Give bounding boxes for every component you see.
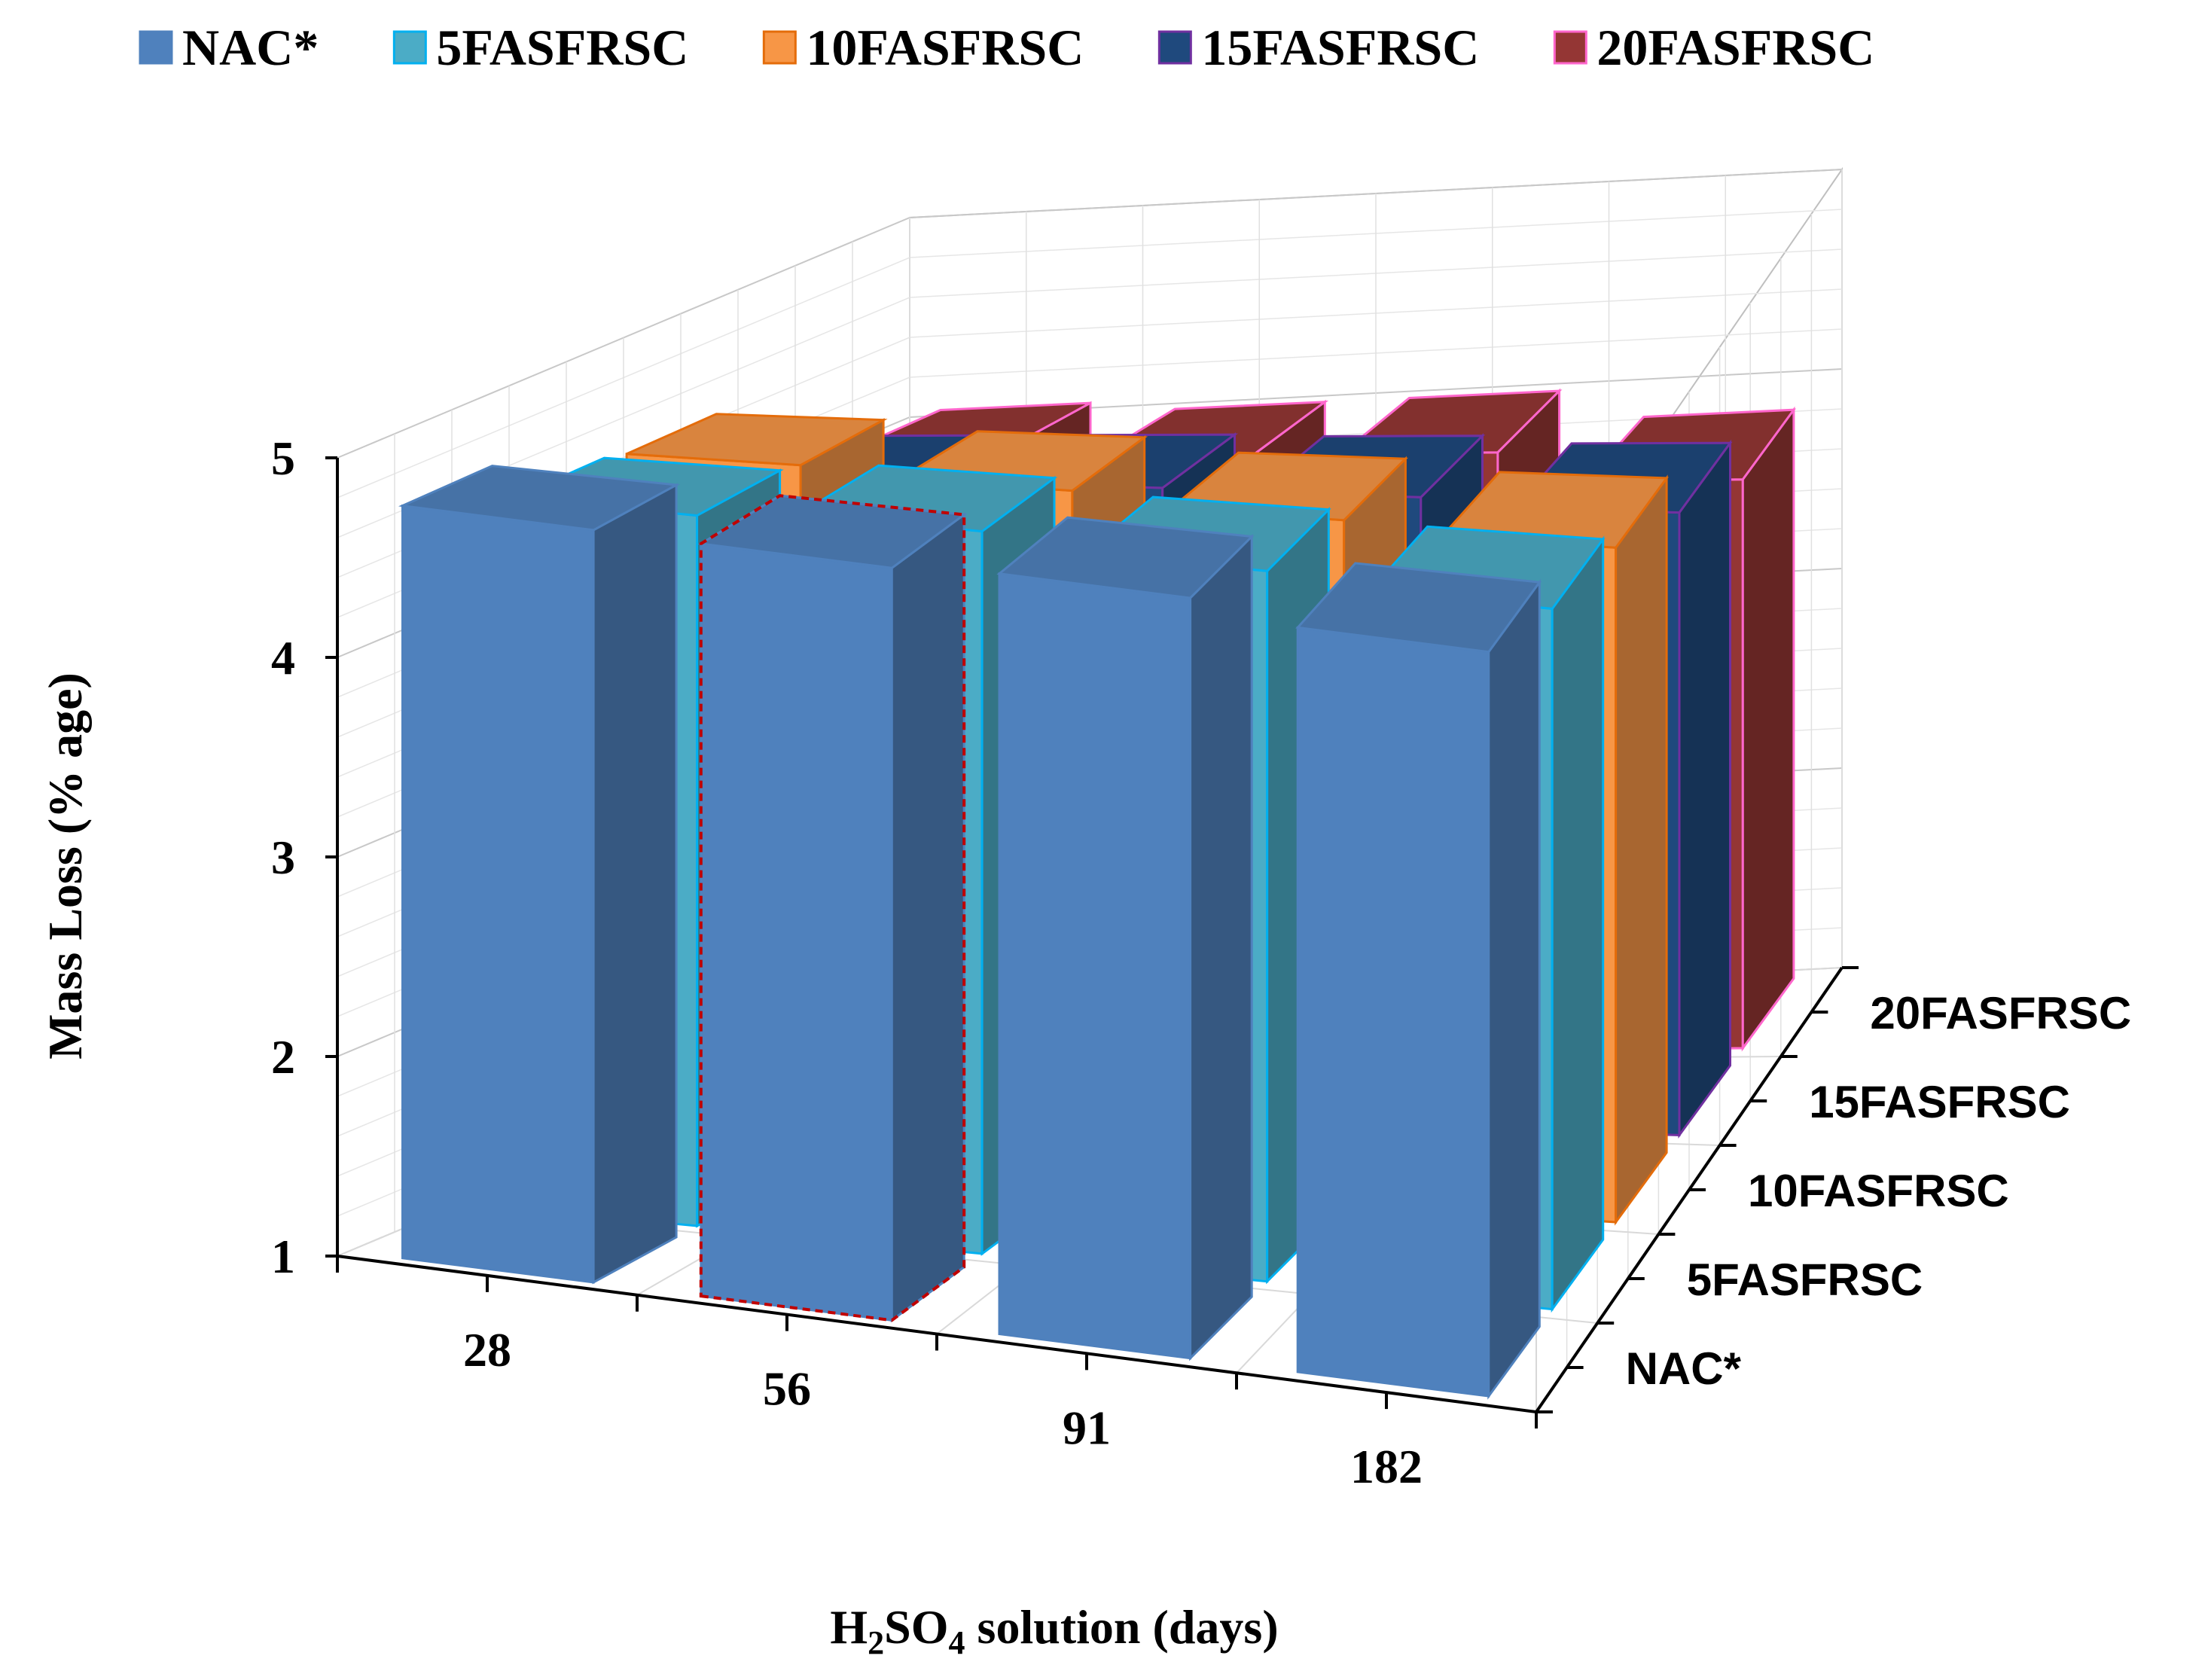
y-tick-label: 3 xyxy=(271,831,295,884)
legend: NAC* 5FASFRSC 10FASFRSC 15FASFRSC 20FASFRSC xyxy=(139,19,1874,76)
legend-item: 10FASFRSC xyxy=(762,19,1084,76)
bar-side-face xyxy=(592,483,678,1285)
bar-NAC*-28 xyxy=(398,465,681,1285)
x-axis-label: H2SO4 solution (days) xyxy=(830,1600,1278,1661)
legend-swatch xyxy=(762,30,797,65)
depth-tick-label: 15FASFRSC xyxy=(1809,1077,2070,1127)
bar-side-face xyxy=(1189,533,1253,1361)
bar-top-face xyxy=(398,465,681,532)
legend-label: 10FASFRSC xyxy=(806,19,1084,76)
legend-swatch xyxy=(392,30,427,65)
bar-side-face xyxy=(1551,535,1605,1313)
tick-labels: 1 2 3 4 5 28 56 91 182 NAC* 5FASFRSC 10FASFRSC 15FAS… xyxy=(271,431,2131,1493)
axes xyxy=(325,456,1859,1428)
legend-swatch xyxy=(139,30,173,65)
bar-side-face xyxy=(1678,439,1731,1139)
highlight-outline xyxy=(699,494,966,1322)
y-tick-label: 1 xyxy=(271,1230,295,1283)
x-tick-label: 28 xyxy=(463,1323,511,1377)
y-axis-label: Mass Loss (% age) xyxy=(38,672,92,1060)
depth-tick-label: NAC* xyxy=(1626,1343,1742,1394)
legend-label: 5FASFRSC xyxy=(436,19,688,76)
legend-item: 5FASFRSC xyxy=(392,19,688,76)
legend-label: 15FASFRSC xyxy=(1201,19,1479,76)
legend-label: NAC* xyxy=(182,19,319,76)
x-tick-label: 91 xyxy=(1063,1401,1111,1454)
bar-NAC*-56 xyxy=(697,494,968,1323)
legend-item: 15FASFRSC xyxy=(1157,19,1479,76)
bar-top-face xyxy=(1295,562,1542,654)
bar-top-face xyxy=(626,413,888,467)
depth-tick-label: 20FASFRSC xyxy=(1870,988,2131,1038)
bar-front-face xyxy=(1296,626,1490,1398)
bar-front-face xyxy=(700,542,893,1322)
bar-top-face xyxy=(996,516,1255,599)
legend-item: 20FASFRSC xyxy=(1553,19,1874,76)
bar-side-face xyxy=(1741,406,1795,1052)
bars xyxy=(398,388,1796,1400)
legend-label: 20FASFRSC xyxy=(1596,19,1874,76)
bar-front-face xyxy=(998,572,1192,1360)
depth-tick-label: 5FASFRSC xyxy=(1687,1255,1923,1305)
y-tick-label: 2 xyxy=(271,1030,295,1084)
bar-side-face xyxy=(890,512,965,1323)
bar-side-face xyxy=(1615,474,1668,1226)
x-tick-label: 56 xyxy=(763,1362,811,1416)
bar-NAC*-182 xyxy=(1295,562,1542,1400)
legend-item: NAC* xyxy=(139,19,319,76)
bar-NAC*-91 xyxy=(996,516,1255,1361)
legend-swatch xyxy=(1157,30,1192,65)
y-tick-label: 5 xyxy=(271,431,295,485)
bar-front-face xyxy=(401,504,595,1284)
bar-top-face xyxy=(697,494,968,569)
x-tick-label: 182 xyxy=(1350,1440,1423,1493)
depth-tick-label: 10FASFRSC xyxy=(1748,1166,2009,1216)
legend-swatch xyxy=(1553,30,1587,65)
bar-side-face xyxy=(1487,578,1541,1400)
y-tick-label: 4 xyxy=(271,631,295,685)
